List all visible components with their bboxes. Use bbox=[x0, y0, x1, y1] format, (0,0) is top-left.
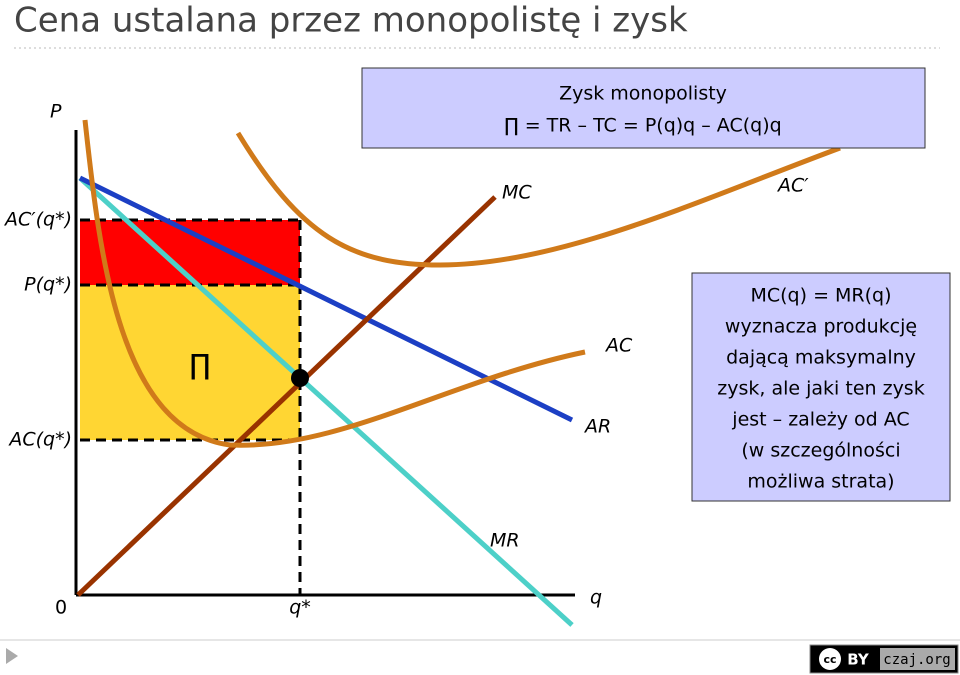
mr-curve bbox=[78, 176, 574, 627]
formula-line: ∏ = TR – TC = P(q)q – AC(q)q bbox=[504, 115, 781, 137]
optimum-point bbox=[291, 369, 309, 387]
info-lines: MC(q) = MR(q) wyznacza produkcję dającą … bbox=[717, 285, 924, 493]
q-star-label: q* bbox=[289, 597, 311, 619]
by-text: BY bbox=[847, 651, 870, 669]
info-line: możliwa strata) bbox=[747, 471, 894, 493]
curve-label: MC bbox=[502, 182, 532, 204]
info-line: wyznacza produkcję bbox=[725, 316, 917, 338]
info-line: zysk, ale jaki ten zysk bbox=[717, 378, 924, 400]
curve-label: MR bbox=[490, 530, 520, 552]
info-line: jest – zależy od AC bbox=[731, 409, 909, 431]
info-box bbox=[691, 272, 951, 502]
level-label: AC′(q*) bbox=[3, 209, 72, 231]
origin-label: 0 bbox=[55, 597, 67, 619]
curve-label: AR bbox=[583, 416, 611, 438]
x-axis-label: q bbox=[590, 587, 602, 609]
title: Cena ustalana przez monopolistę i zysk bbox=[14, 1, 688, 41]
cc-text: cc bbox=[823, 653, 836, 666]
license-badge: cc BY czaj.org bbox=[809, 644, 959, 674]
level-label: AC(q*) bbox=[7, 429, 72, 451]
info-line: MC(q) = MR(q) bbox=[750, 285, 891, 307]
info-line: dającą maksymalny bbox=[726, 347, 916, 369]
y-axis-label: P bbox=[50, 101, 62, 123]
profit-label: ∏ bbox=[189, 348, 210, 381]
ac-prime-curve bbox=[235, 131, 841, 268]
formula-line: Zysk monopolisty bbox=[559, 83, 727, 105]
ac-curve bbox=[82, 119, 586, 448]
site-text: czaj.org bbox=[883, 652, 950, 668]
guides bbox=[80, 218, 302, 595]
formula-box bbox=[361, 67, 926, 149]
info-line: (w szczególności bbox=[741, 440, 900, 462]
curve-label: AC bbox=[604, 335, 633, 357]
level-label: P(q*) bbox=[24, 274, 72, 296]
nav-arrow[interactable] bbox=[6, 648, 18, 664]
curve-label: AC′ bbox=[776, 175, 809, 197]
